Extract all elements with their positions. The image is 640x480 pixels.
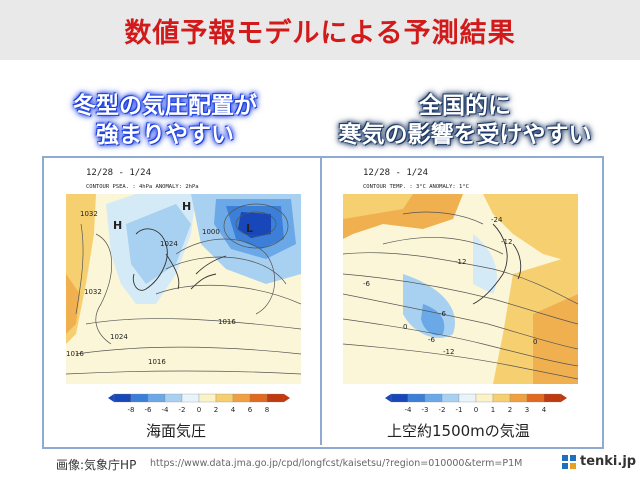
right-contour-label: CONTOUR TEMP. : 3°C ANOMALY: 1°C <box>363 184 469 190</box>
pressure-label-1024-a: 1024 <box>110 333 128 341</box>
pressure-label-1032-a: 1032 <box>80 210 98 218</box>
temperature-colorbar-swatch <box>492 393 511 403</box>
temperature-colorbar-swatch <box>407 393 426 403</box>
temperature-colorbar-svg: -4 -3 -2 -1 0 1 2 3 4 <box>385 393 567 414</box>
pressure-colorbar-tick-label: 8 <box>265 406 269 414</box>
pressure-label-1032-b: 1032 <box>84 288 102 296</box>
temp-label-minus24: -24 <box>491 216 503 224</box>
temperature-colorbar-swatch <box>509 393 528 403</box>
pressure-colorbar-swatch <box>232 393 251 403</box>
temp-label-zero-b: 0 <box>533 338 537 346</box>
pressure-colorbar-tick-label: -2 <box>179 406 186 414</box>
pressure-label-1016-a: 1016 <box>218 318 236 326</box>
temperature-colorbar-tick-label: -2 <box>439 406 446 414</box>
temperature-colorbar-tick-label: -4 <box>405 406 413 414</box>
temperature-colorbar-tick-label: 1 <box>491 406 495 414</box>
pressure-colorbar-tick-label: -6 <box>145 406 153 414</box>
temperature-colorbar-swatch <box>441 393 460 403</box>
pressure-colorbar-swatch <box>181 393 200 403</box>
temperature-colorbar-swatch <box>526 393 545 403</box>
temp-label-minus12-a: -12 <box>455 258 466 266</box>
tenki-logo-text: tenki.jp <box>580 454 637 469</box>
high-pressure-marker-2: H <box>182 200 191 213</box>
pressure-colorbar-swatch <box>164 393 183 403</box>
pressure-colorbar-arrow-left <box>108 394 114 402</box>
page-title: 数値予報モデルによる予測結果 <box>124 17 516 49</box>
temperature-colorbar-swatch <box>458 393 477 403</box>
high-pressure-marker: H <box>113 219 122 232</box>
pressure-label-1000: 1000 <box>202 228 220 236</box>
temperature-colorbar-tick-label: 2 <box>508 406 512 414</box>
temperature-colorbar-arrow-left <box>385 394 391 402</box>
frame-divider <box>320 156 322 445</box>
pressure-colorbar-swatch <box>266 393 285 403</box>
pressure-colorbar: -8 -6 -4 -2 0 2 4 6 8 <box>108 392 298 422</box>
pressure-colorbar-swatch <box>113 393 132 403</box>
temperature-colorbar-swatch <box>543 393 562 403</box>
temp-label-minus12-b: -12 <box>501 238 512 246</box>
pressure-label-1024-b: 1024 <box>160 240 178 248</box>
temperature-colorbar-swatch <box>424 393 443 403</box>
temperature-colorbar-tick-label: 4 <box>542 406 547 414</box>
pressure-colorbar-arrow-right <box>284 394 290 402</box>
temp-label-minus12-c: -12 <box>443 348 454 356</box>
pressure-colorbar-swatch <box>130 393 149 403</box>
left-caption-line1: 冬型の気圧配置が <box>73 93 257 119</box>
temperature-colorbar-swatch <box>475 393 494 403</box>
pressure-colorbar-tick-label: 6 <box>248 406 253 414</box>
low-pressure-marker: L <box>246 222 253 235</box>
pressure-colorbar-swatch <box>249 393 268 403</box>
header-bar: 数値予報モデルによる予測結果 <box>0 0 640 60</box>
left-caption-line2: 強まりやすい <box>96 122 234 148</box>
right-caption-line2: 寒気の影響を受けやすい <box>338 122 592 148</box>
pressure-label-1016-c: 1016 <box>66 350 84 358</box>
temperature-colorbar-tick-label: -3 <box>422 406 429 414</box>
left-contour-label: CONTOUR PSEA. : 4hPa ANOMALY: 2hPa <box>86 184 199 190</box>
pressure-colorbar-swatch <box>215 393 234 403</box>
pressure-colorbar-tick-label: -8 <box>128 406 135 414</box>
pressure-map: 1032 1032 1024 1024 1016 1016 1016 1000 … <box>66 194 301 384</box>
right-caption: 全国的に 寒気の影響を受けやすい <box>320 92 610 150</box>
pressure-colorbar-tick-label: 4 <box>231 406 236 414</box>
pressure-colorbar-svg: -8 -6 -4 -2 0 2 4 6 8 <box>108 393 290 414</box>
temperature-colorbar-tick-label: 3 <box>525 406 529 414</box>
tenki-logo: tenki.jp <box>562 454 636 469</box>
temperature-map: -24 -12 -12 -6 -6 -6 0 0 -12 <box>343 194 578 384</box>
pressure-colorbar-tick-label: -4 <box>162 406 170 414</box>
temperature-colorbar: -4 -3 -2 -1 0 1 2 3 4 <box>385 392 575 422</box>
source-url[interactable]: https://www.data.jma.go.jp/cpd/longfcst/… <box>150 458 523 469</box>
temperature-colorbar-tick-label: 0 <box>474 406 478 414</box>
pressure-map-label: 海面気圧 <box>146 422 207 440</box>
temperature-colorbar-tick-label: -1 <box>456 406 463 414</box>
image-source: 画像:気象庁HP <box>56 458 137 472</box>
temperature-colorbar-swatch <box>390 393 409 403</box>
temp-label-zero-a: 0 <box>403 323 407 331</box>
pressure-colorbar-swatch <box>198 393 217 403</box>
left-caption: 冬型の気圧配置が 強まりやすい <box>40 92 290 150</box>
temp-label-minus6-c: -6 <box>428 336 436 344</box>
temp-label-minus6-b: -6 <box>439 310 447 318</box>
temp-label-minus6-a: -6 <box>363 280 371 288</box>
pressure-colorbar-tick-label: 0 <box>197 406 201 414</box>
pressure-colorbar-swatch <box>147 393 166 403</box>
temperature-colorbar-arrow-right <box>561 394 567 402</box>
left-date: 12/28 - 1/24 <box>86 168 152 178</box>
temperature-map-label: 上空約1500mの気温 <box>387 422 530 440</box>
tenki-logo-icon <box>562 454 576 469</box>
pressure-label-1016-b: 1016 <box>148 358 166 366</box>
right-caption-line1: 全国的に <box>419 93 511 119</box>
pressure-colorbar-tick-label: 2 <box>214 406 218 414</box>
right-date: 12/28 - 1/24 <box>363 168 429 178</box>
